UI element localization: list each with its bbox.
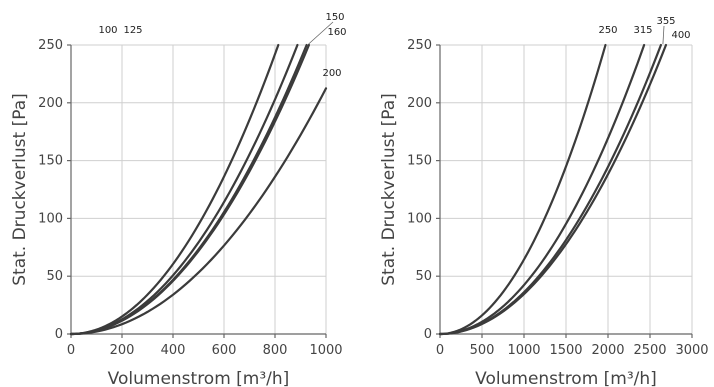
y-tick-label: 250 xyxy=(38,38,63,53)
series-250-curve xyxy=(438,43,607,336)
y-tick-label: 50 xyxy=(46,269,63,284)
chart-1: 0 200 400 600 800 1000 0 50 100 150 200 250 Volumens… xyxy=(10,12,347,387)
series-label-160: 160 xyxy=(327,27,346,38)
series-160-curve xyxy=(69,43,311,336)
y-tick-label: 200 xyxy=(407,96,432,111)
x-tick-label: 0 xyxy=(436,343,444,358)
x-tick-label: 800 xyxy=(263,343,288,358)
x-tick-label: 3000 xyxy=(675,343,708,358)
series-label-200: 200 xyxy=(322,68,341,79)
series-200-curve xyxy=(69,87,328,336)
y-tick-label: 100 xyxy=(407,211,432,226)
series-label-355: 355 xyxy=(656,16,675,27)
series-label-250: 250 xyxy=(598,25,617,36)
series-315-curve xyxy=(438,43,646,336)
y-tick-label: 100 xyxy=(38,211,63,226)
series-label-150: 150 xyxy=(325,12,344,23)
series-125-curve xyxy=(69,43,299,336)
x-tick-label: 0 xyxy=(67,343,75,358)
series-150-leader xyxy=(308,21,334,45)
series-label-100: 100 xyxy=(98,25,117,36)
y-tick-label: 250 xyxy=(407,38,432,53)
series-355-leader xyxy=(662,25,665,45)
series-100-curve xyxy=(69,43,280,336)
x-tick-label: 200 xyxy=(110,343,135,358)
y-tick-label: 50 xyxy=(415,269,432,284)
x-axis-label: Volumenstrom [m³/h] xyxy=(108,369,290,387)
x-tick-label: 600 xyxy=(212,343,237,358)
x-axis-label: Volumenstrom [m³/h] xyxy=(475,369,657,387)
x-tick-label: 2500 xyxy=(633,343,666,358)
chart-2: 0 500 1000 1500 2000 2500 3000 0 50 100 150 200 250 V… xyxy=(379,16,709,387)
x-tick-label: 1500 xyxy=(549,343,582,358)
x-tick-label: 500 xyxy=(470,343,495,358)
y-tick-label: 0 xyxy=(424,327,432,342)
y-tick-label: 200 xyxy=(38,96,63,111)
y-tick-label: 150 xyxy=(38,154,63,169)
x-tick-label: 400 xyxy=(161,343,186,358)
x-tick-label: 1000 xyxy=(309,343,342,358)
x-tick-label: 1000 xyxy=(507,343,540,358)
series-150-curve xyxy=(69,43,308,336)
x-tick-label: 2000 xyxy=(591,343,624,358)
series-label-315: 315 xyxy=(633,25,652,36)
series-400-curve xyxy=(438,43,668,336)
series-label-125: 125 xyxy=(123,25,142,36)
y-tick-label: 0 xyxy=(55,327,63,342)
y-tick-label: 150 xyxy=(407,154,432,169)
y-axis-label: Stat. Druckverlust [Pa] xyxy=(10,93,30,286)
y-axis-label: Stat. Druckverlust [Pa] xyxy=(379,93,399,286)
series-label-400: 400 xyxy=(671,30,690,41)
